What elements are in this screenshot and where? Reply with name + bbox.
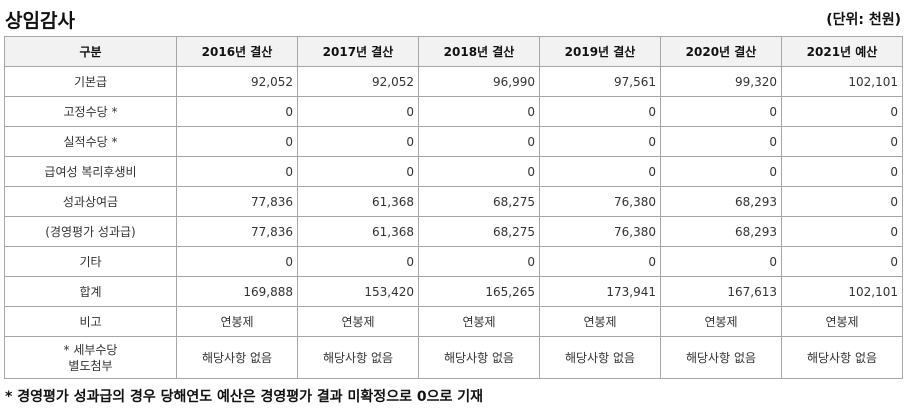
header-2016: 2016년 결산 <box>176 36 298 67</box>
row-label: 기타 <box>4 246 177 277</box>
table-row: 기타 0 0 0 0 0 0 <box>4 246 903 277</box>
table-cell: 68,275 <box>418 186 540 217</box>
table-row: (경영평가 성과급) 77,836 61,368 68,275 76,380 6… <box>4 216 903 247</box>
header-2018: 2018년 결산 <box>418 36 540 67</box>
header-2019: 2019년 결산 <box>539 36 661 67</box>
table-cell: 0 <box>418 246 540 277</box>
table-cell: 61,368 <box>297 216 419 247</box>
table-cell: 0 <box>176 246 298 277</box>
table-cell: 해당사항 없음 <box>539 336 661 379</box>
table-cell: 77,836 <box>176 186 298 217</box>
row-label: 비고 <box>4 306 177 337</box>
table-row: 고정수당 * 0 0 0 0 0 0 <box>4 96 903 127</box>
table-cell: 0 <box>176 126 298 157</box>
header-2020: 2020년 결산 <box>660 36 782 67</box>
header-2021: 2021년 예산 <box>781 36 903 67</box>
table-cell: 76,380 <box>539 216 661 247</box>
table-cell: 연봉제 <box>781 306 903 337</box>
table-cell: 0 <box>176 96 298 127</box>
table-cell: 92,052 <box>176 66 298 97</box>
table-cell: 해당사항 없음 <box>176 336 298 379</box>
table-row-remarks: 비고 연봉제 연봉제 연봉제 연봉제 연봉제 연봉제 <box>4 306 903 337</box>
table-cell: 연봉제 <box>176 306 298 337</box>
table-cell: 0 <box>781 246 903 277</box>
table-cell: 77,836 <box>176 216 298 247</box>
table-row: 실적수당 * 0 0 0 0 0 0 <box>4 126 903 157</box>
row-label: 기본급 <box>4 66 177 97</box>
table-cell: 169,888 <box>176 276 298 307</box>
table-cell: 0 <box>297 156 419 187</box>
table-cell: 해당사항 없음 <box>781 336 903 379</box>
table-cell: 해당사항 없음 <box>418 336 540 379</box>
table-cell: 102,101 <box>781 66 903 97</box>
table-row-total: 합계 169,888 153,420 165,265 173,941 167,6… <box>4 276 903 307</box>
header-category: 구분 <box>4 36 177 67</box>
table-cell: 0 <box>418 96 540 127</box>
table-cell: 0 <box>539 96 661 127</box>
table-row-detail: * 세부수당 별도첨부 해당사항 없음 해당사항 없음 해당사항 없음 해당사항… <box>4 336 903 379</box>
table-cell: 97,561 <box>539 66 661 97</box>
table-cell: 해당사항 없음 <box>660 336 782 379</box>
page-title: 상임감사 <box>5 10 75 32</box>
row-label: (경영평가 성과급) <box>4 216 177 247</box>
table-cell: 167,613 <box>660 276 782 307</box>
unit-label: (단위: 천원) <box>826 12 901 28</box>
row-label: * 세부수당 별도첨부 <box>4 336 177 379</box>
table-cell: 연봉제 <box>418 306 540 337</box>
table-cell: 173,941 <box>539 276 661 307</box>
table-cell: 0 <box>176 156 298 187</box>
table-cell: 68,293 <box>660 216 782 247</box>
table-cell: 0 <box>539 126 661 157</box>
table-cell: 0 <box>660 126 782 157</box>
row-label: 실적수당 * <box>4 126 177 157</box>
table-cell: 0 <box>781 186 903 217</box>
table-cell: 0 <box>297 126 419 157</box>
table-cell: 0 <box>660 96 782 127</box>
table-cell: 165,265 <box>418 276 540 307</box>
table-cell: 96,990 <box>418 66 540 97</box>
table-cell: 연봉제 <box>539 306 661 337</box>
table-cell: 68,293 <box>660 186 782 217</box>
table-cell: 연봉제 <box>660 306 782 337</box>
table-cell: 61,368 <box>297 186 419 217</box>
table-cell: 92,052 <box>297 66 419 97</box>
row-label: 급여성 복리후생비 <box>4 156 177 187</box>
table-cell: 0 <box>781 126 903 157</box>
table-cell: 0 <box>781 156 903 187</box>
header-2017: 2017년 결산 <box>297 36 419 67</box>
table-row: 기본급 92,052 92,052 96,990 97,561 99,320 1… <box>4 66 903 97</box>
table-cell: 102,101 <box>781 276 903 307</box>
row-label: 성과상여금 <box>4 186 177 217</box>
row-label-line1: * 세부수당 <box>63 342 118 357</box>
table-cell: 0 <box>660 156 782 187</box>
footnote: * 경영평가 성과급의 경우 당해연도 예산은 경영평가 결과 미확정으로 0으… <box>5 389 483 405</box>
table-cell: 해당사항 없음 <box>297 336 419 379</box>
table-cell: 153,420 <box>297 276 419 307</box>
table-cell: 0 <box>539 246 661 277</box>
table-cell: 0 <box>781 216 903 247</box>
table-cell: 76,380 <box>539 186 661 217</box>
table-cell: 0 <box>297 246 419 277</box>
table-cell: 0 <box>781 96 903 127</box>
compensation-table: 구분 2016년 결산 2017년 결산 2018년 결산 2019년 결산 2… <box>4 36 903 379</box>
table-cell: 99,320 <box>660 66 782 97</box>
table-row: 급여성 복리후생비 0 0 0 0 0 0 <box>4 156 903 187</box>
table-cell: 0 <box>418 126 540 157</box>
table-row: 성과상여금 77,836 61,368 68,275 76,380 68,293… <box>4 186 903 217</box>
row-label-line2: 별도첨부 <box>68 358 113 373</box>
table-cell: 0 <box>539 156 661 187</box>
table-cell: 연봉제 <box>297 306 419 337</box>
table-cell: 68,275 <box>418 216 540 247</box>
row-label: 합계 <box>4 276 177 307</box>
header-row: 구분 2016년 결산 2017년 결산 2018년 결산 2019년 결산 2… <box>4 36 903 67</box>
table-cell: 0 <box>418 156 540 187</box>
row-label: 고정수당 * <box>4 96 177 127</box>
table-cell: 0 <box>297 96 419 127</box>
table-cell: 0 <box>660 246 782 277</box>
